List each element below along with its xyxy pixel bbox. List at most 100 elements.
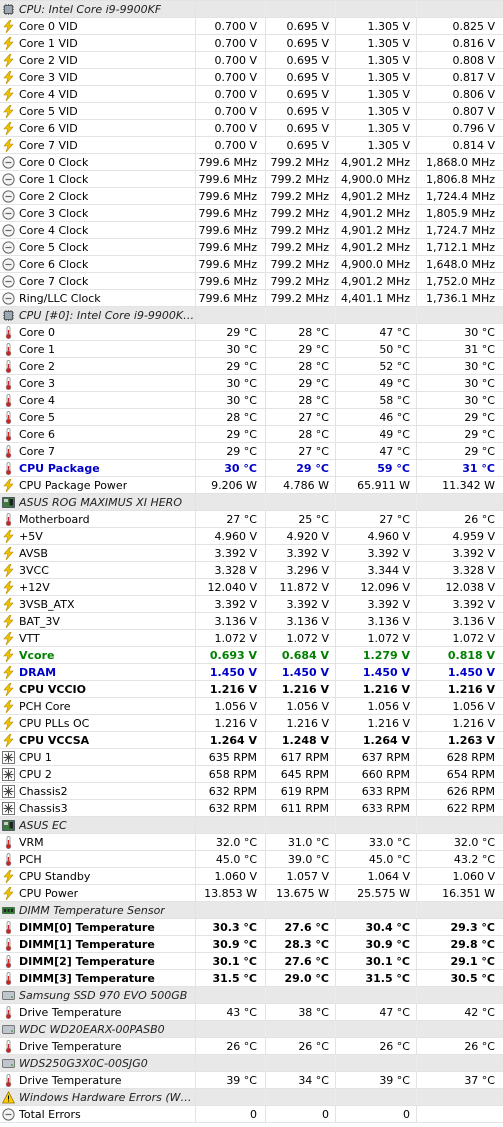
sensor-row-core-7-clock[interactable]: Core 7 Clock 799.6 MHz 799.2 MHz 4,901.2 MH… — [0, 273, 503, 290]
sensor-row-core-4[interactable]: Core 4 30 °C 28 °C 58 °C 30 °C — [0, 392, 503, 409]
sensor-row-cpu-package[interactable]: CPU Package 30 °C 29 °C 59 °C 31 °C — [0, 460, 503, 477]
sensor-row-dimm-3-temperature[interactable]: DIMM[3] Temperature 31.5 °C 29.0 °C 31.5 °C… — [0, 970, 503, 987]
sensor-row-cpu-package-power[interactable]: CPU Package Power 9.206 W 4.786 W 65.911 W 1… — [0, 477, 503, 494]
sensor-row-vcore[interactable]: Vcore 0.693 V 0.684 V 1.279 V 0.818 V — [0, 647, 503, 664]
sensor-row-cpu-vccio[interactable]: CPU VCCIO 1.216 V 1.216 V 1.216 V 1.216 V — [0, 681, 503, 698]
fan-icon — [2, 767, 15, 781]
sensor-row-5v[interactable]: +5V 4.960 V 4.920 V 4.960 V 4.959 V — [0, 528, 503, 545]
sensor-row-dimm-1-temperature[interactable]: DIMM[1] Temperature 30.9 °C 28.3 °C 30.9 °C… — [0, 936, 503, 953]
sensor-row-chassis3[interactable]: Chassis3 632 RPM 611 RPM 633 RPM 622 RPM — [0, 800, 503, 817]
sensor-row-3vcc[interactable]: 3VCC 3.328 V 3.296 V 3.344 V 3.328 V — [0, 562, 503, 579]
maximum-value: 4,901.2 MHz — [336, 188, 417, 204]
minimum-value: 27 °C — [266, 443, 336, 459]
average-value: 1,868.0 MHz — [425, 155, 495, 169]
sensor-row-core-7-vid[interactable]: Core 7 VID 0.700 V 0.695 V 1.305 V 0.814 V — [0, 137, 503, 154]
average-value — [417, 1106, 503, 1122]
sensor-name-cell: Core 3 — [0, 375, 196, 391]
sensor-row-motherboard[interactable]: Motherboard 27 °C 25 °C 27 °C 26 °C — [0, 511, 503, 528]
sensor-row-core-4-vid[interactable]: Core 4 VID 0.700 V 0.695 V 1.305 V 0.806 V — [0, 86, 503, 103]
current-value: 1.450 V — [196, 664, 266, 680]
sensor-row-12v[interactable]: +12V 12.040 V 11.872 V 12.096 V 12.038 V — [0, 579, 503, 596]
sensor-row-core-5[interactable]: Core 5 28 °C 27 °C 46 °C 29 °C — [0, 409, 503, 426]
sensor-label: Chassis3 — [19, 801, 68, 815]
sensor-row-core-0-clock[interactable]: Core 0 Clock 799.6 MHz 799.2 MHz 4,901.2 MH… — [0, 154, 503, 171]
sensor-name-cell: Drive Temperature — [0, 1004, 196, 1020]
sensor-row-drive-temperature[interactable]: Drive Temperature 26 °C 26 °C 26 °C 26 °C — [0, 1038, 503, 1055]
sensor-row-dimm-2-temperature[interactable]: DIMM[2] Temperature 30.1 °C 27.6 °C 30.1 °C… — [0, 953, 503, 970]
sensor-row-core-0[interactable]: Core 0 29 °C 28 °C 47 °C 30 °C — [0, 324, 503, 341]
sensor-row-cpu-power[interactable]: CPU Power 13.853 W 13.675 W 25.575 W 16.351 … — [0, 885, 503, 902]
thermometer-icon — [2, 427, 15, 441]
section-title: CPU: Intel Core i9-9900KF — [19, 2, 162, 16]
sensor-row-core-2-vid[interactable]: Core 2 VID 0.700 V 0.695 V 1.305 V 0.808 V — [0, 52, 503, 69]
sensor-row-core-2-clock[interactable]: Core 2 Clock 799.6 MHz 799.2 MHz 4,901.2 MH… — [0, 188, 503, 205]
sensor-row-core-2[interactable]: Core 2 29 °C 28 °C 52 °C 30 °C — [0, 358, 503, 375]
sensor-row-core-1-vid[interactable]: Core 1 VID 0.700 V 0.695 V 1.305 V 0.816 V — [0, 35, 503, 52]
sensor-row-core-6-clock[interactable]: Core 6 Clock 799.6 MHz 799.2 MHz 4,900.0 MH… — [0, 256, 503, 273]
average-value: 0.807 V — [452, 104, 495, 118]
section-header-cpu-intel-core-i9-9900kf[interactable]: CPU: Intel Core i9-9900KF — [0, 1, 503, 18]
sensor-row-drive-temperature[interactable]: Drive Temperature 39 °C 34 °C 39 °C 37 °C — [0, 1072, 503, 1089]
section-header-dimm-temperature-sensor[interactable]: DIMM Temperature Sensor — [0, 902, 503, 919]
section-header-wds250g3x0c-00sjg0[interactable]: WDS250G3X0C-00SJG0 — [0, 1055, 503, 1072]
minimum-value: 1.216 V — [266, 681, 336, 697]
sensor-label: 3VSB_ATX — [19, 597, 75, 611]
sensor-row-core-0-vid[interactable]: Core 0 VID 0.700 V 0.695 V 1.305 V 0.825 V — [0, 18, 503, 35]
sensor-row-core-1[interactable]: Core 1 30 °C 29 °C 50 °C 31 °C — [0, 341, 503, 358]
sensor-row-cpu-1[interactable]: CPU 1 635 RPM 617 RPM 637 RPM 628 RPM — [0, 749, 503, 766]
minimum-value: 0.695 V — [266, 120, 336, 136]
sensor-row-dram[interactable]: DRAM 1.450 V 1.450 V 1.450 V 1.450 V — [0, 664, 503, 681]
voltage-icon — [2, 529, 15, 543]
sensor-row-vtt[interactable]: VTT 1.072 V 1.072 V 1.072 V 1.072 V — [0, 630, 503, 647]
section-header-asus-rog-maximus-xi-hero[interactable]: ASUS ROG MAXIMUS XI HERO — [0, 494, 503, 511]
sensor-label: Core 1 Clock — [19, 172, 89, 186]
sensor-row-bat-3v[interactable]: BAT_3V 3.136 V 3.136 V 3.136 V 3.136 V — [0, 613, 503, 630]
sensor-name-cell: Core 5 — [0, 409, 196, 425]
section-header-asus-ec[interactable]: ASUS EC — [0, 817, 503, 834]
sensor-row-core-7[interactable]: Core 7 29 °C 27 °C 47 °C 29 °C — [0, 443, 503, 460]
section-header-wdc-wd20earx-00pasb0[interactable]: WDC WD20EARX-00PASB0 — [0, 1021, 503, 1038]
sensor-name-cell: VTT — [0, 630, 196, 646]
sensor-row-core-5-clock[interactable]: Core 5 Clock 799.6 MHz 799.2 MHz 4,901.2 MH… — [0, 239, 503, 256]
sensor-row-ring-llc-clock[interactable]: Ring/LLC Clock 799.6 MHz 799.2 MHz 4,401.1 … — [0, 290, 503, 307]
section-header-windows-hardware-errors-whea[interactable]: Windows Hardware Errors (WHEA) — [0, 1089, 503, 1106]
sensor-row-pch[interactable]: PCH 45.0 °C 39.0 °C 45.0 °C 43.2 °C — [0, 851, 503, 868]
sensor-row-core-3-vid[interactable]: Core 3 VID 0.700 V 0.695 V 1.305 V 0.817 V — [0, 69, 503, 86]
sensor-row-cpu-standby[interactable]: CPU Standby 1.060 V 1.057 V 1.064 V 1.060 V — [0, 868, 503, 885]
maximum-value: 637 RPM — [336, 749, 417, 765]
current-value: 30 °C — [196, 375, 266, 391]
sensor-row-core-3-clock[interactable]: Core 3 Clock 799.6 MHz 799.2 MHz 4,901.2 MH… — [0, 205, 503, 222]
maximum-value: 47 °C — [336, 324, 417, 340]
sensor-row-cpu-plls-oc[interactable]: CPU PLLs OC 1.216 V 1.216 V 1.216 V 1.216 V — [0, 715, 503, 732]
section-header-cpu-0-intel-core-i9-9900kf[interactable]: CPU [#0]: Intel Core i9-9900KF:... — [0, 307, 503, 324]
maximum-value: 1.064 V — [336, 868, 417, 884]
sensor-name-cell: PCH — [0, 851, 196, 867]
sensor-row-total-errors[interactable]: Total Errors 0 0 0 — [0, 1106, 503, 1123]
sensor-row-core-1-clock[interactable]: Core 1 Clock 799.6 MHz 799.2 MHz 4,900.0 MH… — [0, 171, 503, 188]
sensor-label: PCH Core — [19, 699, 71, 713]
sensor-row-core-4-clock[interactable]: Core 4 Clock 799.6 MHz 799.2 MHz 4,901.2 MH… — [0, 222, 503, 239]
current-value: 1.072 V — [196, 630, 266, 646]
sensor-label: DRAM — [19, 665, 57, 679]
sensor-row-core-6[interactable]: Core 6 29 °C 28 °C 49 °C 29 °C — [0, 426, 503, 443]
fan-icon — [2, 784, 15, 798]
sensor-row-vrm[interactable]: VRM 32.0 °C 31.0 °C 33.0 °C 32.0 °C — [0, 834, 503, 851]
sensor-row-avsb[interactable]: AVSB 3.392 V 3.392 V 3.392 V 3.392 V — [0, 545, 503, 562]
sensor-row-core-3[interactable]: Core 3 30 °C 29 °C 49 °C 30 °C — [0, 375, 503, 392]
sensor-row-3vsb-atx[interactable]: 3VSB_ATX 3.392 V 3.392 V 3.392 V 3.392 V — [0, 596, 503, 613]
minimum-value: 38 °C — [266, 1004, 336, 1020]
sensor-row-drive-temperature[interactable]: Drive Temperature 43 °C 38 °C 47 °C 42 °C — [0, 1004, 503, 1021]
sensor-row-dimm-0-temperature[interactable]: DIMM[0] Temperature 30.3 °C 27.6 °C 30.4 °C… — [0, 919, 503, 936]
current-value: 30 °C — [196, 392, 266, 408]
sensor-row-cpu-2[interactable]: CPU 2 658 RPM 645 RPM 660 RPM 654 RPM — [0, 766, 503, 783]
sensor-row-chassis2[interactable]: Chassis2 632 RPM 619 RPM 633 RPM 626 RPM — [0, 783, 503, 800]
sensor-row-cpu-vccsa[interactable]: CPU VCCSA 1.264 V 1.248 V 1.264 V 1.263 V — [0, 732, 503, 749]
section-title: ASUS ROG MAXIMUS XI HERO — [19, 495, 182, 509]
section-title: WDC WD20EARX-00PASB0 — [19, 1022, 165, 1036]
section-header-samsung-ssd-970-evo-500gb[interactable]: Samsung SSD 970 EVO 500GB — [0, 987, 503, 1004]
current-value: 799.6 MHz — [196, 273, 266, 289]
current-value: 30.1 °C — [196, 953, 266, 969]
sensor-row-core-5-vid[interactable]: Core 5 VID 0.700 V 0.695 V 1.305 V 0.807 V — [0, 103, 503, 120]
sensor-row-core-6-vid[interactable]: Core 6 VID 0.700 V 0.695 V 1.305 V 0.796 V — [0, 120, 503, 137]
sensor-row-pch-core[interactable]: PCH Core 1.056 V 1.056 V 1.056 V 1.056 V — [0, 698, 503, 715]
